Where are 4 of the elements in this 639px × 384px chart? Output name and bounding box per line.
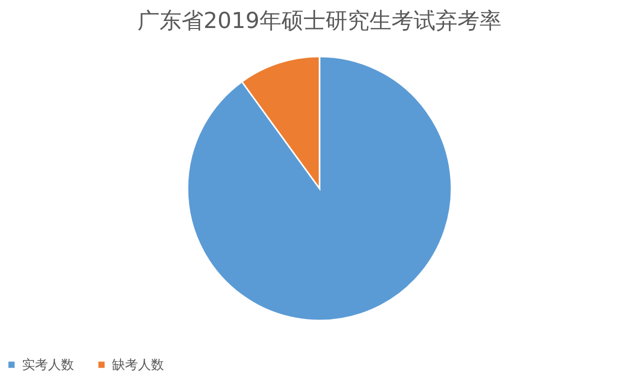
- legend-label: 缺考人数: [112, 358, 164, 373]
- pie-slice: [186, 56, 452, 322]
- legend-label: 实考人数: [22, 358, 74, 373]
- chart-title: 广东省2019年硕士研究生考试弃考率: [138, 9, 502, 34]
